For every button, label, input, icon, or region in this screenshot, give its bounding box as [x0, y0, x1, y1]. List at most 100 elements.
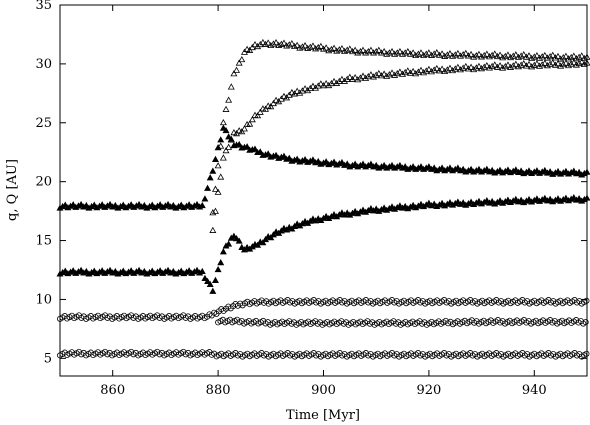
data-point: [254, 42, 262, 50]
data-point: [530, 61, 538, 68]
data-point: [575, 194, 583, 202]
data-point: [496, 51, 504, 58]
y-tick-label: 35: [35, 0, 52, 13]
data-point: [359, 72, 367, 79]
data-point: [412, 70, 420, 77]
data-point: [233, 235, 241, 242]
data-point: [201, 274, 209, 281]
data-point: [420, 69, 428, 76]
data-point: [499, 54, 507, 61]
data-point: [554, 60, 562, 67]
data-point: [396, 68, 404, 75]
data-point: [330, 77, 338, 85]
data-point: [269, 99, 277, 107]
data-point: [562, 167, 570, 174]
data-point: [388, 69, 396, 76]
data-point: [546, 195, 554, 202]
data-point: [280, 152, 288, 159]
data-point: [269, 40, 277, 47]
data-point: [346, 73, 354, 80]
data-point: [285, 41, 293, 48]
data-point: [309, 82, 317, 89]
data-point: [320, 45, 327, 52]
data-point: [280, 39, 288, 46]
data-point: [322, 79, 330, 87]
data-point: [488, 166, 496, 173]
data-point: [557, 62, 565, 69]
data-point: [406, 69, 414, 76]
data-point: [77, 266, 85, 273]
data-point: [372, 47, 380, 55]
data-point: [391, 50, 399, 57]
data-point: [322, 44, 330, 51]
data-point: [549, 59, 557, 66]
data-point: [98, 201, 106, 208]
x-tick-label: 920: [416, 383, 441, 398]
data-point: [312, 45, 320, 52]
data-point: [488, 62, 496, 69]
data-point: [565, 55, 573, 62]
data-point: [351, 73, 359, 81]
data-point: [533, 167, 541, 174]
data-point: [301, 155, 309, 163]
data-point: [367, 46, 375, 53]
data-point: [327, 79, 335, 87]
data-point: [575, 168, 583, 175]
data-point: [198, 267, 206, 275]
data-point: [541, 51, 549, 59]
data-point: [438, 164, 446, 171]
data-point: [443, 51, 451, 58]
data-point: [504, 51, 512, 58]
data-point: [557, 55, 565, 62]
data-point: [512, 166, 520, 173]
data-point: [562, 194, 570, 201]
data-point: [478, 65, 486, 72]
data-point: [533, 195, 541, 202]
data-point: [567, 60, 575, 67]
data-point: [69, 267, 77, 274]
data-point: [275, 41, 283, 48]
data-point: [536, 54, 544, 61]
data-point: [293, 155, 301, 162]
data-point: [446, 64, 454, 71]
data-point: [254, 112, 262, 119]
data-point: [536, 62, 544, 69]
data-point: [343, 75, 351, 82]
data-point: [512, 51, 520, 58]
data-point: [288, 40, 296, 47]
data-point: [504, 166, 512, 173]
data-point: [517, 52, 525, 59]
data-point: [472, 52, 480, 59]
data-point: [317, 42, 325, 49]
data-point: [380, 161, 388, 169]
data-point: [233, 66, 241, 73]
data-point: [541, 194, 549, 201]
data-point: [383, 50, 391, 57]
data-point: [486, 64, 493, 71]
data-point: [435, 51, 443, 58]
data-point: [238, 243, 246, 250]
data-point: [512, 60, 520, 67]
data-point: [240, 125, 248, 132]
data-point: [272, 151, 280, 158]
data-point: [148, 267, 156, 274]
data-point: [82, 201, 90, 209]
data-point: [388, 47, 396, 55]
data-point: [464, 52, 472, 59]
data-point: [491, 61, 499, 68]
data-point: [225, 133, 233, 140]
data-point: [222, 146, 230, 154]
data-point: [572, 61, 580, 68]
data-point: [570, 194, 578, 201]
data-point: [380, 70, 388, 77]
data-point: [546, 60, 554, 67]
data-point: [478, 53, 486, 60]
data-point: [111, 267, 119, 275]
data-point: [509, 62, 517, 69]
data-point: [209, 209, 217, 216]
data-point: [554, 195, 562, 202]
data-point: [420, 51, 428, 59]
data-point: [185, 201, 193, 208]
data-point: [185, 267, 193, 274]
